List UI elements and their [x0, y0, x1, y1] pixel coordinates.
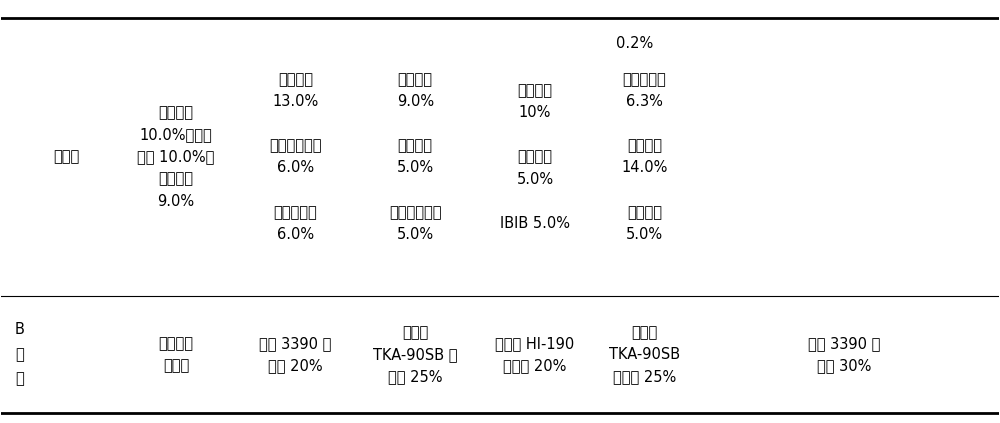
Text: 拜耳 3390 固
化剂 20%: 拜耳 3390 固 化剂 20% [259, 336, 332, 373]
Text: 醋酸乙酯
10%

醋酸丁酯
5.0%

IBIB 5.0%: 醋酸乙酯 10% 醋酸丁酯 5.0% IBIB 5.0% [500, 83, 570, 231]
Text: 异氰酸酯
固化剂: 异氰酸酯 固化剂 [158, 336, 193, 373]
Text: 醋酸乙脂酯
6.3%

醋酸丁酯
14.0%

二丙酮醇
5.0%: 醋酸乙脂酯 6.3% 醋酸丁酯 14.0% 二丙酮醇 5.0% [621, 71, 668, 242]
Text: B
组
分: B 组 分 [14, 322, 24, 387]
Text: 拜耳 3390 固
化剂 30%: 拜耳 3390 固 化剂 30% [808, 336, 880, 373]
Text: 醋酸乙酯
13.0%

甲基异丁基酮
6.0%

丙二醇甲醚
6.0%: 醋酸乙酯 13.0% 甲基异丁基酮 6.0% 丙二醇甲醚 6.0% [269, 71, 322, 242]
Text: 醋酸乙酯
10.0%、醋酸
丁酯 10.0%、
二丙酮醇
9.0%: 醋酸乙酯 10.0%、醋酸 丁酯 10.0%、 二丙酮醇 9.0% [137, 105, 215, 209]
Text: 旭化成
TKA-90SB
固化剂 25%: 旭化成 TKA-90SB 固化剂 25% [609, 325, 680, 384]
Text: 0.2%: 0.2% [616, 36, 653, 51]
Text: 旭化成
TKA-90SB 固
化剂 25%: 旭化成 TKA-90SB 固 化剂 25% [373, 325, 457, 384]
Text: 巴斯夫 HI-190
固化剂 20%: 巴斯夫 HI-190 固化剂 20% [495, 336, 575, 373]
Text: 醋酸乙酯
9.0%

醋酸丁酯
5.0%

甲基异丁基酮
5.0%: 醋酸乙酯 9.0% 醋酸丁酯 5.0% 甲基异丁基酮 5.0% [389, 71, 441, 242]
Text: 稀释剂: 稀释剂 [53, 149, 79, 165]
